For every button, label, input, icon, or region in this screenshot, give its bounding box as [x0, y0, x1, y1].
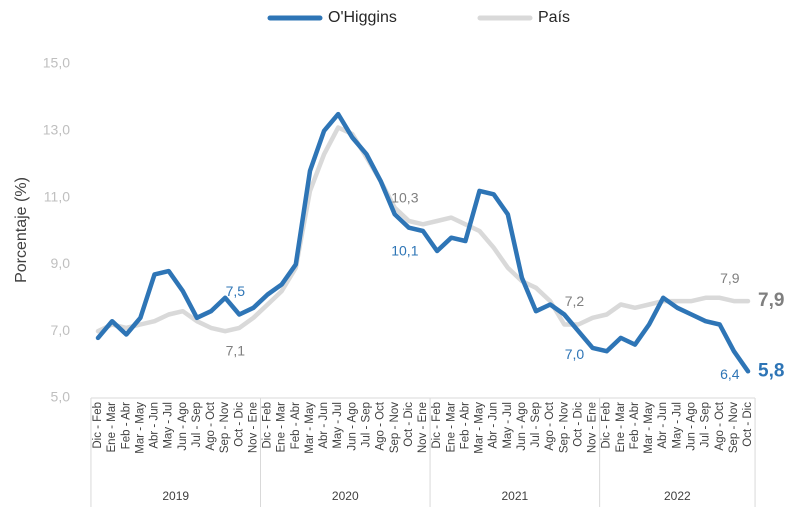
x-tick-label: May - Jul: [163, 402, 175, 449]
x-tick-label: Oct - Dic: [742, 402, 754, 447]
x-tick-label: Oct - Dic: [233, 402, 245, 447]
x-tick-label: Feb - Abr: [629, 402, 641, 449]
data-label: 7,5: [226, 283, 246, 299]
x-tick-label: Abr - Jun: [657, 402, 669, 449]
x-tick-label: Oct - Dic: [572, 402, 584, 447]
legend-label: O'Higgins: [328, 9, 397, 26]
x-tick-label: Nov - Ene: [417, 402, 429, 453]
x-tick-label: Mar - May: [474, 402, 486, 454]
x-tick-label: Jul - Sep: [530, 402, 542, 447]
x-tick-label: Ene - Mar: [615, 402, 627, 453]
x-tick-label: Ene - Mar: [106, 402, 118, 453]
x-group-label: 2019: [162, 489, 189, 503]
x-tick-label: Abr - Jun: [318, 402, 330, 449]
x-tick-label: Feb - Abr: [120, 402, 132, 449]
x-tick-label: Sep - Nov: [219, 402, 231, 453]
x-tick-label: Sep - Nov: [389, 402, 401, 453]
x-tick-label: Abr - Jun: [488, 402, 500, 449]
data-label: 10,3: [391, 190, 418, 206]
x-tick-label: Jul - Sep: [700, 402, 712, 447]
y-tick-label: 13,0: [43, 122, 70, 138]
x-tick-label: Ago - Oct: [205, 401, 217, 450]
series-line: [95, 125, 751, 334]
x-tick-label: Jun - Ago: [346, 402, 358, 451]
x-tick-label: Dic - Feb: [601, 402, 613, 449]
x-group-label: 2022: [664, 489, 691, 503]
x-tick-label: Mar - May: [304, 402, 316, 454]
data-label: 10,1: [391, 242, 418, 258]
x-tick-label: Jul - Sep: [191, 402, 203, 447]
y-axis-label: Porcentaje (%): [13, 177, 30, 283]
y-tick-label: 15,0: [43, 55, 70, 71]
y-tick-label: 5,0: [51, 389, 71, 405]
x-tick-label: May - Jul: [332, 402, 344, 449]
x-tick-label: Mar - May: [643, 402, 655, 454]
y-tick-label: 7,0: [51, 322, 71, 338]
x-tick-label: Ene - Mar: [445, 402, 457, 453]
x-tick-label: Mar - May: [134, 402, 146, 454]
data-label: 7,9: [758, 290, 784, 311]
x-tick-label: Jun - Ago: [177, 402, 189, 451]
x-tick-label: Oct - Dic: [403, 402, 415, 447]
x-tick-label: Feb - Abr: [290, 402, 302, 449]
y-tick-label: 11,0: [44, 188, 70, 204]
data-label: 7,1: [226, 343, 246, 359]
x-tick-label: Ene - Mar: [276, 402, 288, 453]
x-tick-label: May - Jul: [502, 402, 514, 449]
x-tick-label: Sep - Nov: [728, 402, 740, 453]
x-group-label: 2021: [501, 489, 528, 503]
x-tick-label: Ago - Oct: [544, 401, 556, 450]
x-tick-label: Abr - Jun: [149, 402, 161, 449]
x-tick-label: Ago - Oct: [714, 401, 726, 450]
x-tick-label: May - Jul: [671, 402, 683, 449]
legend-label: País: [538, 9, 570, 26]
data-label: 5,8: [758, 360, 784, 381]
x-tick-label: Sep - Nov: [558, 402, 570, 453]
x-tick-label: Ago - Oct: [375, 401, 387, 450]
x-tick-label: Dic - Feb: [262, 402, 274, 449]
data-label: 7,2: [565, 293, 585, 309]
y-tick-label: 9,0: [51, 255, 71, 271]
x-tick-label: Feb - Abr: [459, 402, 471, 449]
x-tick-label: Dic - Feb: [431, 402, 443, 449]
data-label: 7,0: [565, 346, 585, 362]
x-tick-label: Jun - Ago: [516, 402, 528, 451]
x-tick-label: Nov - Ene: [247, 402, 259, 453]
x-tick-label: Nov - Ene: [587, 402, 599, 453]
series-line: [95, 111, 751, 374]
x-tick-label: Jun - Ago: [686, 402, 698, 451]
x-tick-label: Dic - Feb: [92, 402, 104, 449]
x-tick-label: Jul - Sep: [361, 402, 373, 447]
x-group-label: 2020: [332, 489, 359, 503]
data-label: 6,4: [720, 366, 740, 382]
data-label: 7,9: [720, 270, 740, 286]
